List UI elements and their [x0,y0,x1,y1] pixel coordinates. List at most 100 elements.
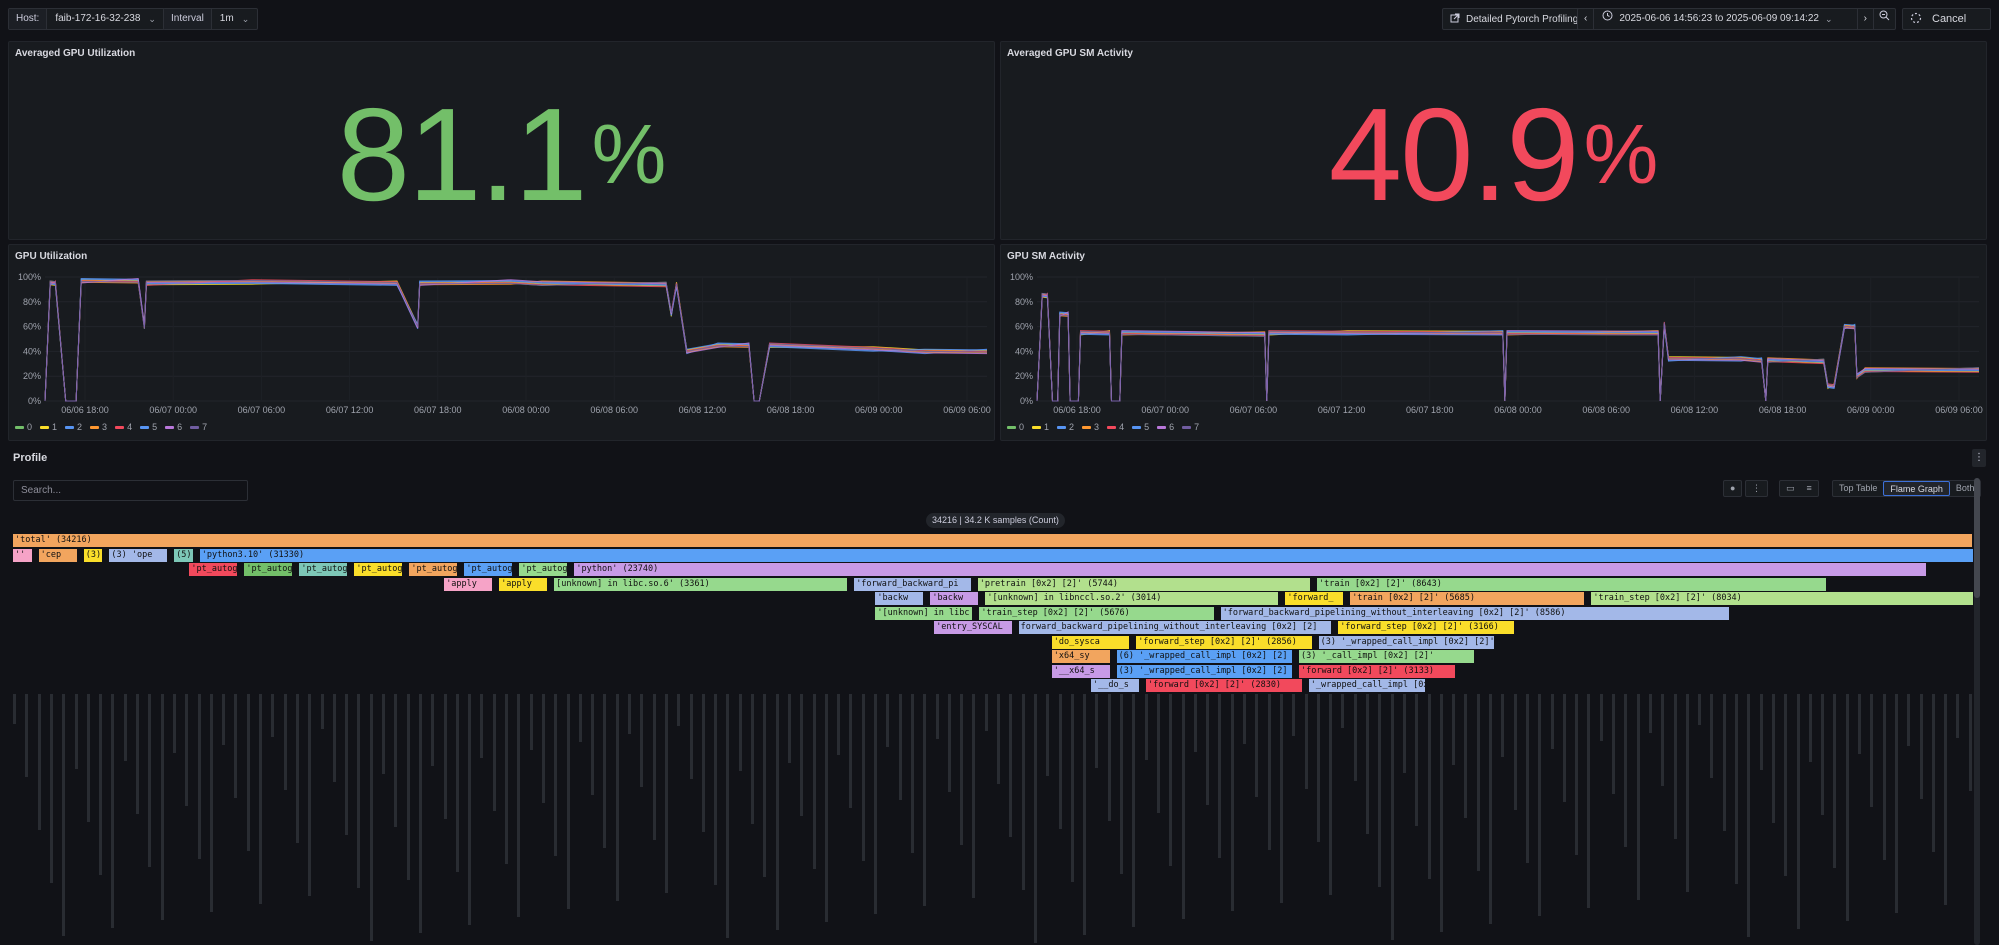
flame-frame[interactable]: '__x64_s [1051,664,1111,678]
more-options-icon[interactable]: ⋮ [1972,449,1986,467]
legend-item[interactable]: 3 [1082,422,1099,432]
flame-frame[interactable]: 'python3.10' (31330) [199,548,1973,562]
flame-frame[interactable]: 'pt_autog [244,563,294,576]
legend-item[interactable]: 0 [15,422,32,432]
flame-frame[interactable]: (6) '_wrapped_call_impl [0x2] [2] [1116,650,1293,663]
flame-frame[interactable]: 'train [0x2] [2]' (8643) [1317,577,1827,591]
legend-item[interactable]: 1 [40,422,57,432]
host-selector[interactable]: Host: faib-172-16-32-238 ⌄ [8,8,165,30]
flame-frame[interactable]: 'python' (23740) [574,563,1927,576]
profile-search-input[interactable] [13,480,248,501]
flame-stack [812,693,816,869]
flame-frame[interactable]: '__do_s [1091,679,1140,692]
flame-frame[interactable]: 'do_sysca [1051,635,1131,649]
gpu-sm-chart[interactable]: 100% 80% 60% 40% 20% 0% 06/06 18:00 06/07 00:00… [1001,245,1988,442]
view-flame-graph[interactable]: Flame Graph [1883,481,1950,496]
flame-frame[interactable]: (3) [83,548,104,562]
legend-item[interactable]: 3 [90,422,107,432]
legend-item[interactable]: 1 [1032,422,1049,432]
series-line-6 [1036,294,1980,402]
legend-item[interactable]: 4 [115,422,132,432]
series-line-5 [1036,295,1980,402]
legend-item[interactable]: 5 [140,422,157,432]
profile-scrollbar[interactable] [1974,478,1980,945]
flame-frame[interactable]: 'train [0x2] [2]' (5685) [1350,592,1586,605]
flame-frame[interactable]: (5) [174,548,194,562]
time-back-button[interactable]: ‹ [1578,9,1595,29]
flame-stack [947,693,951,792]
x-tick-label: 06/08 06:00 [590,405,638,415]
flame-frame[interactable]: 'pt_autog [409,563,459,576]
flame-frame[interactable]: (3) '_wrapped_call_impl [0x2] [2] [1116,664,1293,678]
flame-frame[interactable]: (3) '_call_impl [0x2] [2]' [1299,650,1476,663]
flame-frame[interactable]: 'backw [930,592,980,605]
flame-frame[interactable]: 'forward [0x2] [2]' (3133) [1299,664,1456,678]
time-range-picker[interactable]: ‹ 2025-06-06 14:56:23 to 2025-06-09 09:1… [1577,8,1896,30]
legend-item[interactable]: 5 [1132,422,1149,432]
text-align-toggle[interactable]: ⋮ [1745,480,1768,497]
legend-item[interactable]: 7 [1182,422,1199,432]
flame-frame[interactable]: 'pt_autog [189,563,239,576]
flame-frame[interactable]: [unknown] in libc.so.6' (3361) [554,577,849,591]
flame-stack [406,693,410,880]
align-icon[interactable]: ⋮ [1752,483,1761,493]
dot-icon[interactable]: ● [1730,483,1736,493]
collapse-toggle[interactable]: ▭ ≡ [1779,480,1819,497]
legend-item[interactable]: 4 [1107,422,1124,432]
color-scheme-toggle[interactable]: ● [1723,480,1743,497]
flame-stack [1070,693,1074,882]
time-range-dropdown[interactable]: 2025-06-06 14:56:23 to 2025-06-09 09:14:… [1594,9,1856,29]
collapse-icon[interactable]: ▭ [1786,483,1795,493]
flame-frame[interactable]: 'cep [38,548,78,562]
legend-item[interactable]: 0 [1007,422,1024,432]
flame-frame[interactable]: (3) '_wrapped_call_impl [0x2] [2]' [1318,635,1495,649]
view-both[interactable]: Both [1955,483,1975,493]
flame-stack [197,693,201,859]
cancel-button[interactable]: Cancel [1902,8,1991,30]
legend-item[interactable]: 2 [1057,422,1074,432]
flame-frame[interactable]: 'pt_autog [464,563,514,576]
flame-frame[interactable]: 'pt_autog [299,563,349,576]
flame-frame[interactable]: 'forward_backward_pipelining_without_int… [1220,606,1731,620]
flame-frame[interactable]: forward_backward_pipelining_without_inte… [1018,621,1333,634]
flame-frame[interactable]: 'entry_SYSCAL [934,621,1013,634]
zoom-out-button[interactable] [1873,9,1895,29]
flame-frame[interactable]: 'forward_ [1285,592,1345,605]
flame-frame[interactable]: 'pt_autog [354,563,404,576]
flame-frame[interactable]: 'forward [0x2] [2]' (2830) [1146,679,1303,692]
scrollbar-thumb[interactable] [1974,478,1980,598]
time-forward-button[interactable]: › [1856,9,1873,29]
legend-item[interactable]: 6 [165,422,182,432]
legend-item[interactable]: 2 [65,422,82,432]
flame-frame[interactable]: 'train_step [0x2] [2]' (8034) [1591,592,1973,605]
gpu-util-chart[interactable]: 100% 80% 60% 40% 20% 0% 06/06 18:00 06/07 00:00… [9,245,996,442]
interval-dropdown[interactable]: 1m ⌄ [212,9,257,29]
flame-frame[interactable]: '[unknown] in libc [875,606,974,620]
expand-icon[interactable]: ≡ [1806,483,1812,493]
flame-frame[interactable]: 'apply [444,577,494,591]
host-dropdown[interactable]: faib-172-16-32-238 ⌄ [47,9,164,29]
flame-graph[interactable]: 'total' (34216)'' ( 'cep (3) (3) 'ope (5) 'py… [13,534,1973,945]
flame-frame[interactable]: 'pretrain [0x2] [2]' (5744) [977,577,1311,591]
flame-frame[interactable]: 'backw [875,592,925,605]
flame-frame[interactable]: 'forward_step [0x2] [2]' (2856) [1136,635,1313,649]
view-top-table[interactable]: Top Table [1839,483,1878,493]
interval-selector[interactable]: Interval 1m ⌄ [163,8,259,30]
flame-stack [1747,693,1751,937]
flame-frame[interactable]: 'total' (34216) [13,534,1973,547]
detailed-profiling-button[interactable]: Detailed Pytorch Profiling [1442,8,1587,30]
flame-frame[interactable]: '_wrapped_call_impl [0x2] [1308,679,1427,692]
flame-frame[interactable]: 'apply [499,577,549,591]
flame-frame[interactable]: 'x64_sy [1051,650,1111,663]
legend-item[interactable]: 6 [1157,422,1174,432]
view-mode-selector[interactable]: Top Table Flame Graph Both [1832,480,1982,497]
flame-frame[interactable]: '' ( [13,548,33,562]
flame-frame[interactable]: '[unknown] in libnccl.so.2' (3014) [985,592,1280,605]
flame-frame[interactable]: 'train_step [0x2] [2]' (5676) [979,606,1215,620]
flame-frame[interactable]: 'forward_step [0x2] [2]' (3166) [1338,621,1515,634]
flame-frame[interactable]: 'forward_backward_pi [854,577,972,591]
flame-frame[interactable]: (3) 'ope [109,548,169,562]
flame-frame[interactable]: 'pt_autog [519,563,569,576]
stat-unit: % [1583,107,1659,201]
legend-item[interactable]: 7 [190,422,207,432]
